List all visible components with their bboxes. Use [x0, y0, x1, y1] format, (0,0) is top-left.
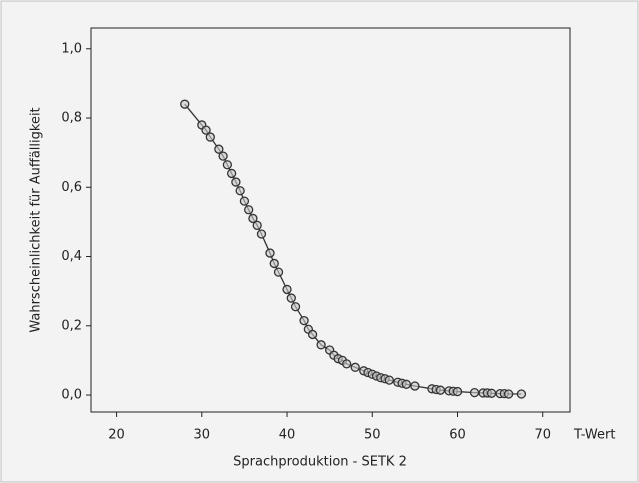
- point: [299, 315, 309, 326]
- y-tick-label: 0,0: [61, 388, 82, 403]
- point: [201, 125, 211, 135]
- point: [410, 381, 420, 391]
- x-axis-label: Sprachproduktion - SETK 2: [233, 455, 407, 470]
- x-tick-label: 20: [108, 428, 125, 443]
- point: [503, 389, 514, 399]
- x-tick-label: 70: [534, 428, 551, 443]
- x-unit-label: T-Wert: [573, 428, 615, 443]
- point: [316, 340, 326, 350]
- point: [265, 248, 275, 258]
- point: [214, 144, 224, 154]
- point: [180, 99, 190, 109]
- point: [307, 329, 318, 340]
- point: [235, 186, 245, 196]
- point: [269, 258, 279, 269]
- point: [248, 213, 258, 224]
- y-axis-label: Wahrscheinlichkeit für Auffälligkeit: [29, 107, 44, 332]
- point: [286, 293, 296, 303]
- y-tick-label: 0,6: [61, 180, 82, 195]
- point: [290, 302, 301, 312]
- point: [384, 375, 394, 385]
- point: [469, 387, 480, 398]
- point: [231, 177, 241, 187]
- y-tick-label: 0,8: [61, 111, 82, 126]
- x-tick-label: 40: [279, 428, 296, 443]
- point: [256, 229, 267, 239]
- point: [239, 196, 250, 206]
- point: [218, 151, 228, 161]
- x-tick-label: 60: [449, 428, 466, 443]
- point: [516, 389, 527, 399]
- point: [244, 205, 254, 215]
- x-tick-label: 50: [364, 428, 381, 443]
- point: [435, 385, 446, 395]
- point: [282, 284, 292, 295]
- y-tick-label: 0,2: [61, 318, 82, 333]
- point: [452, 386, 463, 397]
- y-tick-label: 1,0: [61, 41, 82, 56]
- point: [342, 359, 352, 369]
- point: [401, 379, 412, 389]
- point: [226, 168, 237, 179]
- y-tick-label: 0,4: [61, 249, 82, 264]
- x-tick-label: 30: [194, 428, 211, 443]
- point: [273, 267, 284, 277]
- point: [205, 132, 215, 142]
- point: [222, 160, 233, 170]
- point: [350, 362, 360, 372]
- point: [486, 388, 497, 398]
- point: [252, 220, 262, 231]
